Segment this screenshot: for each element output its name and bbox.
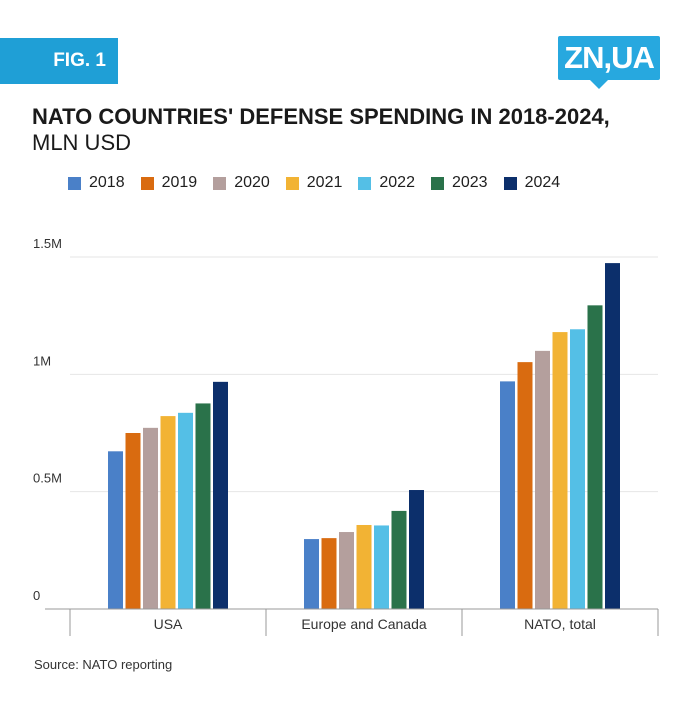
bar-2020 — [535, 350, 550, 609]
chart-title-bold: NATO COUNTRIES' DEFENSE SPENDING IN 2018… — [32, 104, 610, 129]
x-tick-label: NATO, total — [524, 616, 596, 632]
y-tick-label: 1.5M — [33, 236, 62, 251]
legend-swatch-2019 — [140, 176, 154, 190]
legend-label-2019: 2019 — [161, 174, 198, 191]
bar-2018 — [108, 451, 123, 609]
legend-label-2020: 2020 — [234, 174, 270, 191]
bar-2024 — [605, 263, 620, 609]
bar-2021 — [160, 416, 176, 609]
legend-item-2024: 2024 — [503, 174, 561, 192]
bar-2021 — [552, 332, 568, 609]
legend-swatch-2021 — [285, 176, 299, 190]
legend-label-2021: 2021 — [306, 174, 343, 191]
bar-2019 — [125, 433, 141, 609]
bar-2022 — [178, 412, 193, 609]
bar-2021 — [356, 524, 372, 609]
bar-2019 — [321, 538, 337, 609]
bar-2023 — [195, 403, 211, 609]
bar-2023 — [587, 305, 603, 609]
bar-2024 — [213, 381, 228, 609]
logo-speech-tail — [589, 79, 609, 89]
chart-title: NATO COUNTRIES' DEFENSE SPENDING IN 2018… — [32, 104, 632, 156]
legend-item-2020: 2020 — [213, 174, 270, 192]
y-tick-label: 0 — [33, 588, 40, 603]
y-tick-label: 0.5M — [33, 471, 62, 486]
figure-label: FIG. 1 — [0, 38, 118, 84]
legend-swatch-2023 — [430, 176, 444, 190]
y-tick-label: 1M — [33, 353, 51, 368]
bar-2020 — [339, 532, 354, 609]
zn-ua-logo: ZN,UA — [558, 36, 660, 80]
legend-item-2019: 2019 — [140, 174, 198, 192]
legend-swatch-2024 — [503, 176, 517, 190]
bar-2018 — [500, 381, 515, 609]
x-tick-label: Europe and Canada — [301, 616, 427, 632]
legend-swatch-2020 — [213, 176, 227, 190]
x-tick-label: USA — [154, 616, 183, 632]
bar-2022 — [570, 329, 585, 609]
bar-2024 — [409, 490, 424, 609]
legend-swatch-2018 — [68, 176, 81, 190]
legend-label-2022: 2022 — [379, 174, 415, 191]
source-note: Source: NATO reporting — [34, 657, 173, 672]
bar-2022 — [374, 525, 389, 609]
legend-item-2023: 2023 — [430, 174, 488, 192]
legend-item-2022: 2022 — [358, 174, 415, 192]
legend-item-2021: 2021 — [285, 174, 343, 192]
legend-label-2023: 2023 — [451, 174, 488, 191]
bar-2018 — [304, 539, 319, 609]
bar-2020 — [143, 427, 158, 609]
chart-legend: 2018 2019 2020 2021 2022 2023 2024 — [68, 174, 560, 192]
chart-title-unit: MLN USD — [32, 130, 132, 155]
legend-swatch-2022 — [358, 176, 372, 190]
legend-label-2018: 2018 — [89, 174, 125, 191]
bar-2019 — [517, 362, 533, 609]
legend-item-2018: 2018 — [68, 174, 125, 192]
legend-label-2024: 2024 — [524, 174, 561, 191]
bar-2023 — [391, 510, 407, 609]
